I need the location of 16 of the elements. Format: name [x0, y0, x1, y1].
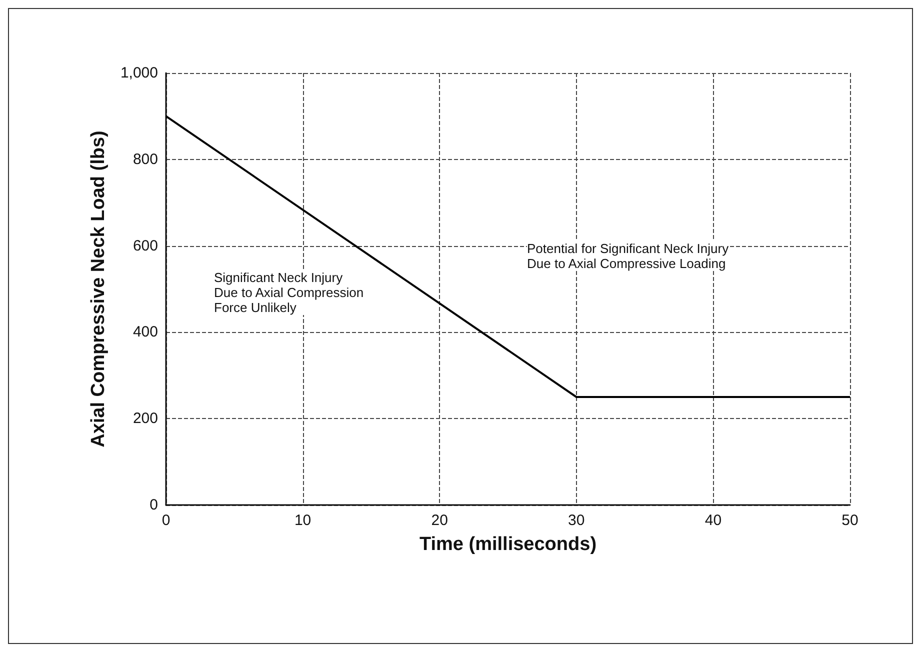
y-tick-label: 200: [132, 410, 158, 428]
y-axis-title: Axial Compressive Neck Load (lbs): [88, 130, 109, 448]
annotation: Significant Neck Injury Due to Axial Compression Force Unlikely: [214, 270, 364, 315]
y-tick-label: 1,000: [120, 64, 158, 82]
x-tick-label: 20: [431, 512, 448, 529]
y-tick-label: 0: [150, 496, 158, 514]
annotation: Potential for Significant Neck Injury Due to Axial Compressive Loading: [527, 241, 730, 271]
y-tick-label: 800: [132, 150, 158, 168]
x-tick-label: 50: [842, 512, 858, 529]
y-tick-label: 400: [132, 324, 158, 341]
y-tick-label: 600: [132, 237, 158, 254]
x-axis-title: Time (milliseconds): [419, 534, 597, 555]
x-tick-label: 30: [568, 512, 585, 529]
x-tick-label: 10: [294, 512, 312, 529]
x-tick-label: 40: [704, 512, 722, 529]
x-tick-label: 0: [162, 512, 170, 529]
